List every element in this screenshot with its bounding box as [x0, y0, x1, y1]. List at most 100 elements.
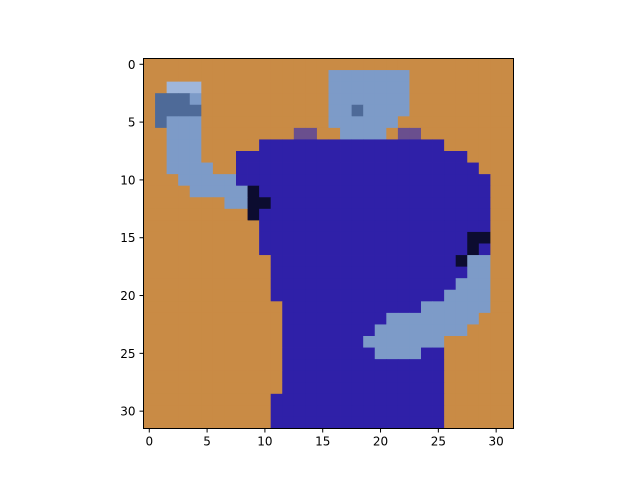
- heatmap-cell: [455, 289, 468, 302]
- heatmap-cell: [259, 70, 272, 83]
- heatmap-cell: [328, 393, 341, 406]
- heatmap-cell: [293, 127, 306, 140]
- heatmap-cell: [201, 416, 214, 429]
- heatmap-cell: [155, 243, 168, 256]
- heatmap-cell: [467, 58, 480, 71]
- heatmap-cell: [501, 231, 514, 244]
- heatmap-cell: [421, 127, 433, 140]
- heatmap-cell: [143, 278, 156, 291]
- heatmap-cell: [224, 416, 237, 429]
- heatmap-cell: [340, 220, 353, 233]
- heatmap-cell: [444, 151, 457, 163]
- heatmap-cell: [328, 301, 341, 314]
- heatmap-cell: [421, 255, 433, 268]
- heatmap-cell: [155, 359, 168, 372]
- heatmap-cell: [490, 139, 503, 152]
- heatmap-cell: [189, 416, 202, 429]
- heatmap-cell: [409, 359, 422, 372]
- heatmap-cell: [236, 382, 248, 395]
- heatmap-cell: [212, 231, 225, 244]
- heatmap-cell: [259, 243, 272, 256]
- heatmap-cell: [340, 255, 353, 268]
- heatmap-cell: [409, 116, 422, 129]
- heatmap-cell: [501, 197, 514, 210]
- heatmap-cell: [212, 185, 225, 198]
- heatmap-cell: [421, 208, 433, 221]
- heatmap-cell: [178, 185, 191, 198]
- heatmap-cell: [201, 127, 214, 140]
- heatmap-cell: [201, 243, 214, 256]
- heatmap-cell: [305, 220, 318, 233]
- heatmap-cell: [328, 70, 341, 83]
- heatmap-cell: [189, 208, 202, 221]
- heatmap-cell: [374, 162, 387, 175]
- heatmap-cell: [490, 278, 503, 291]
- heatmap-cell: [409, 382, 422, 395]
- heatmap-cell: [501, 370, 514, 383]
- heatmap-cell: [455, 81, 468, 94]
- heatmap-cell: [282, 127, 295, 140]
- heatmap-cell: [143, 266, 156, 279]
- heatmap-cell: [212, 127, 225, 140]
- heatmap-cell: [328, 208, 341, 221]
- heatmap-cell: [293, 185, 306, 198]
- heatmap-cell: [270, 81, 283, 94]
- heatmap-cell: [478, 197, 491, 210]
- heatmap-cell: [478, 289, 491, 302]
- heatmap-cell: [247, 278, 260, 291]
- heatmap-cell: [155, 255, 168, 268]
- heatmap-cell: [432, 116, 445, 129]
- heatmap-cell: [247, 174, 260, 187]
- heatmap-cell: [328, 104, 341, 117]
- heatmap-cell: [236, 243, 248, 256]
- plot-frame: [143, 58, 514, 429]
- heatmap-cell: [478, 359, 491, 372]
- heatmap-cell: [386, 393, 399, 406]
- heatmap-cell: [166, 81, 179, 94]
- heatmap-cell: [236, 416, 248, 429]
- heatmap-cell: [328, 336, 341, 348]
- heatmap-cell: [270, 370, 283, 383]
- heatmap-cell: [155, 336, 168, 348]
- heatmap-cell: [374, 220, 387, 233]
- heatmap-cell: [374, 301, 387, 314]
- heatmap-cell: [340, 289, 353, 302]
- heatmap-cell: [282, 347, 295, 360]
- heatmap-cell: [432, 416, 445, 429]
- heatmap-cell: [409, 220, 422, 233]
- heatmap-cell: [270, 127, 283, 140]
- heatmap-cell: [212, 359, 225, 372]
- heatmap-cell: [201, 359, 214, 372]
- heatmap-cell: [316, 382, 329, 395]
- heatmap-cell: [166, 174, 179, 187]
- heatmap-cell: [397, 393, 410, 406]
- heatmap-cell: [409, 185, 422, 198]
- heatmap-cell: [316, 197, 329, 210]
- heatmap-cell: [236, 151, 248, 163]
- heatmap-cell: [166, 336, 179, 348]
- heatmap-cell: [224, 162, 237, 175]
- heatmap-cell: [259, 231, 272, 244]
- heatmap-cell: [455, 162, 468, 175]
- heatmap-cell: [432, 104, 445, 117]
- heatmap-cell: [212, 70, 225, 83]
- heatmap-cell: [236, 359, 248, 372]
- heatmap-cell: [386, 174, 399, 187]
- heatmap-cell: [363, 104, 376, 117]
- heatmap-cell: [467, 139, 480, 152]
- heatmap-cell: [143, 382, 156, 395]
- heatmap-cell: [467, 93, 480, 106]
- heatmap-cell: [178, 127, 191, 140]
- heatmap-cell: [143, 58, 156, 71]
- heatmap-cell: [259, 127, 272, 140]
- heatmap-cell: [189, 127, 202, 140]
- heatmap-cell: [143, 104, 156, 117]
- heatmap-cell: [224, 289, 237, 302]
- heatmap-cell: [444, 289, 457, 302]
- heatmap-cell: [478, 231, 491, 244]
- heatmap-cell: [467, 127, 480, 140]
- heatmap-cell: [212, 93, 225, 106]
- heatmap-cell: [490, 359, 503, 372]
- heatmap-cell: [409, 243, 422, 256]
- heatmap-cell: [501, 208, 514, 221]
